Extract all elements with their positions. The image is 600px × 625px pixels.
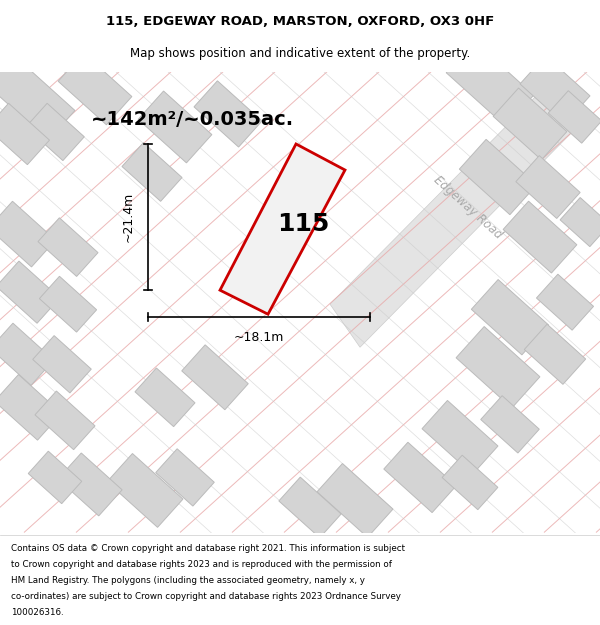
Polygon shape — [0, 201, 56, 267]
Polygon shape — [456, 326, 540, 408]
Polygon shape — [220, 144, 345, 314]
Polygon shape — [28, 451, 82, 504]
Polygon shape — [0, 323, 54, 386]
Polygon shape — [122, 142, 182, 201]
Polygon shape — [503, 201, 577, 273]
Polygon shape — [40, 276, 97, 332]
Text: 115: 115 — [277, 212, 329, 236]
Polygon shape — [317, 464, 393, 538]
Text: 100026316.: 100026316. — [11, 608, 64, 618]
Polygon shape — [422, 401, 498, 474]
Polygon shape — [58, 453, 122, 516]
Polygon shape — [446, 41, 534, 126]
Polygon shape — [38, 217, 98, 276]
Polygon shape — [536, 274, 593, 330]
Text: co-ordinates) are subject to Crown copyright and database rights 2023 Ordnance S: co-ordinates) are subject to Crown copyr… — [11, 592, 401, 601]
Polygon shape — [138, 91, 212, 163]
Text: 115, EDGEWAY ROAD, MARSTON, OXFORD, OX3 0HF: 115, EDGEWAY ROAD, MARSTON, OXFORD, OX3 … — [106, 15, 494, 28]
Polygon shape — [493, 88, 567, 160]
Polygon shape — [384, 442, 456, 512]
Polygon shape — [481, 396, 539, 453]
Polygon shape — [520, 56, 590, 124]
Text: Edgeway Road: Edgeway Road — [431, 173, 505, 241]
Polygon shape — [330, 72, 590, 348]
Polygon shape — [460, 139, 536, 214]
Text: HM Land Registry. The polygons (including the associated geometry, namely x, y: HM Land Registry. The polygons (includin… — [11, 576, 365, 585]
Text: ~21.4m: ~21.4m — [121, 192, 134, 242]
Polygon shape — [33, 336, 91, 393]
Text: Contains OS data © Crown copyright and database right 2021. This information is : Contains OS data © Crown copyright and d… — [11, 544, 405, 552]
Polygon shape — [0, 54, 75, 140]
Polygon shape — [135, 368, 195, 427]
Polygon shape — [0, 103, 49, 164]
Polygon shape — [35, 391, 95, 449]
Polygon shape — [182, 345, 248, 410]
Polygon shape — [279, 477, 341, 538]
Polygon shape — [107, 454, 183, 528]
Polygon shape — [524, 324, 586, 384]
Text: ~142m²/~0.035ac.: ~142m²/~0.035ac. — [91, 111, 293, 129]
Polygon shape — [156, 449, 214, 506]
Text: to Crown copyright and database rights 2023 and is reproduced with the permissio: to Crown copyright and database rights 2… — [11, 560, 392, 569]
Polygon shape — [0, 261, 60, 323]
Polygon shape — [194, 81, 262, 147]
Text: Map shows position and indicative extent of the property.: Map shows position and indicative extent… — [130, 48, 470, 61]
Polygon shape — [548, 91, 600, 143]
Polygon shape — [472, 279, 548, 355]
Polygon shape — [58, 53, 132, 125]
Text: ~18.1m: ~18.1m — [234, 331, 284, 344]
Polygon shape — [442, 455, 498, 509]
Polygon shape — [26, 103, 84, 161]
Polygon shape — [560, 198, 600, 247]
Polygon shape — [0, 374, 62, 440]
Polygon shape — [516, 156, 580, 219]
